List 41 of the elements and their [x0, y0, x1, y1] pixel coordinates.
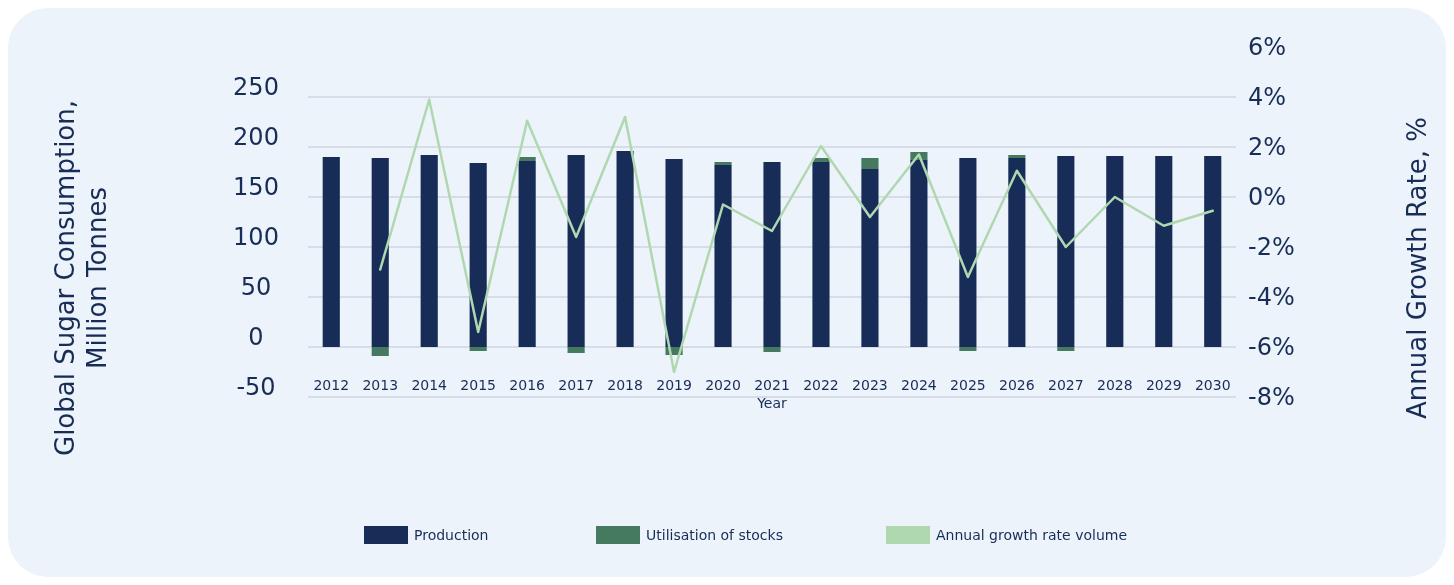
- x-tick-label: 2015: [460, 377, 496, 393]
- x-tick-label: 2020: [705, 377, 741, 393]
- y-tick-label: 100: [233, 222, 279, 251]
- y2-tick-label: -4%: [1248, 283, 1295, 312]
- x-tick-label: 2024: [901, 377, 937, 393]
- legend-label: Annual growth rate volume: [936, 526, 1128, 543]
- x-tick-label: 2018: [607, 377, 643, 393]
- y-tick-label: 200: [233, 122, 279, 151]
- x-tick-label: 2019: [656, 377, 692, 393]
- y2-tick-label: -8%: [1248, 383, 1295, 412]
- y-tick-label: -50: [236, 372, 276, 401]
- x-tick-label: 2016: [509, 377, 546, 393]
- x-tick-label: 2030: [1194, 377, 1231, 393]
- x-tick-label: 2013: [362, 377, 399, 393]
- legend-label: Production: [414, 526, 489, 543]
- x-tick-label: 2025: [950, 377, 986, 393]
- x-tick-label: 2022: [803, 377, 839, 393]
- y-axis-title: Global Sugar Consumption, Million Tonnes: [50, 99, 112, 457]
- y2-tick-label: 2%: [1248, 133, 1287, 162]
- x-tick-label: 2027: [1048, 377, 1084, 393]
- x-tick-label: 2026: [999, 377, 1035, 393]
- y2-tick-label: 6%: [1248, 33, 1287, 62]
- y2-axis-title: Annual Growth Rate, %: [1402, 117, 1432, 419]
- y-tick-label: 0: [248, 322, 264, 351]
- x-tick-label: 2029: [1145, 377, 1182, 393]
- y2-tick-label: 0%: [1248, 183, 1287, 212]
- x-axis-title: Year: [756, 395, 788, 411]
- x-tick-label: 2017: [558, 377, 594, 393]
- x-tick-label: 2014: [411, 377, 448, 393]
- y2-tick-label: -6%: [1248, 333, 1295, 362]
- x-tick-label: 2023: [852, 377, 888, 393]
- y2-tick-label: 4%: [1248, 83, 1287, 112]
- y-tick-label: 50: [240, 272, 272, 301]
- y-tick-label: 250: [233, 72, 279, 101]
- y-tick-label: 150: [233, 172, 279, 201]
- y2-tick-label: -2%: [1248, 233, 1295, 262]
- line-series: [378, 98, 1214, 374]
- x-tick-label: 2012: [313, 377, 350, 393]
- x-tick-label: 2021: [754, 377, 790, 393]
- x-tick-label: 2028: [1096, 377, 1133, 393]
- legend-label: Utilisation of stocks: [646, 526, 783, 543]
